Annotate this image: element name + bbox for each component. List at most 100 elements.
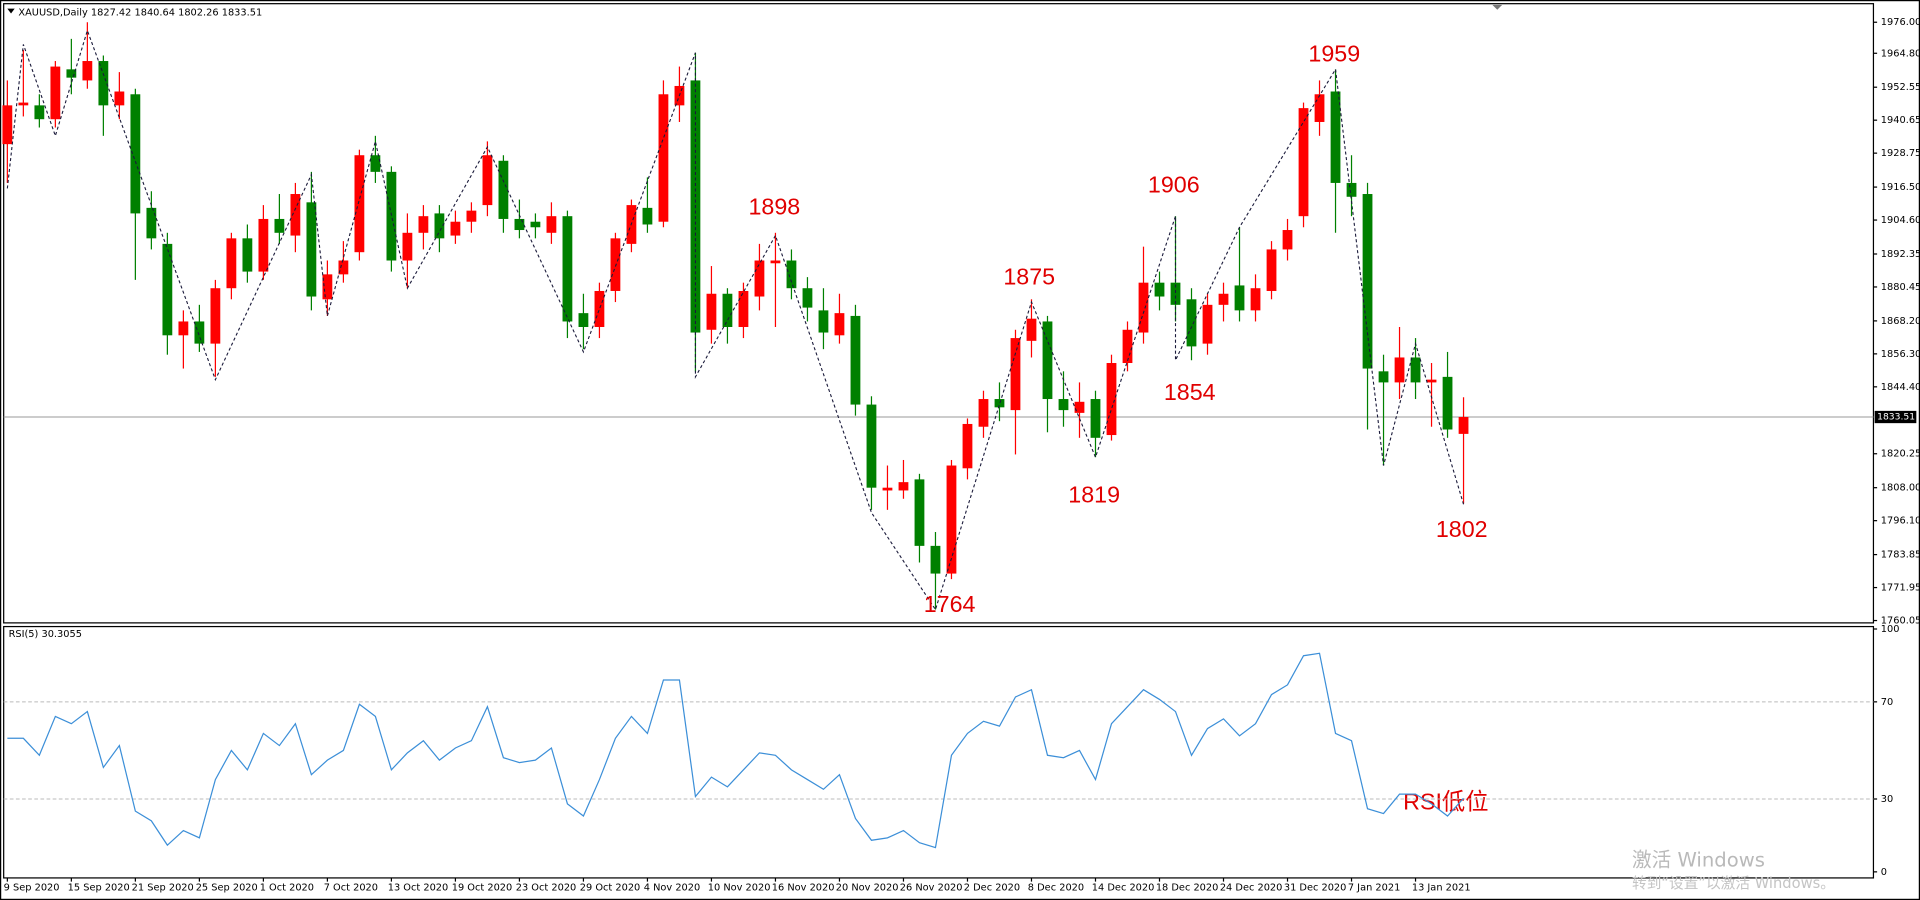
candle-body <box>370 155 381 172</box>
candle-body <box>482 155 493 206</box>
candle-body <box>274 218 285 233</box>
candle-body <box>1122 329 1133 364</box>
x-tick-label: 1 Oct 2020 <box>260 883 314 894</box>
candle-body <box>1394 357 1405 383</box>
candle-body <box>1250 288 1261 311</box>
candle-body <box>242 238 253 272</box>
x-tick-label: 25 Sep 2020 <box>196 883 258 894</box>
candle-body <box>1058 399 1069 411</box>
x-tick-label: 20 Nov 2020 <box>836 883 899 894</box>
candle-body <box>1026 318 1037 341</box>
watermark-title: 激活 Windows <box>1632 848 1765 871</box>
x-tick-label: 7 Oct 2020 <box>324 883 378 894</box>
candle-body <box>386 171 397 261</box>
candle-body <box>1154 282 1165 297</box>
candle-body <box>866 404 877 488</box>
candle-body <box>402 232 413 261</box>
candle-body <box>1298 108 1309 217</box>
candle-body <box>146 207 157 239</box>
y-tick-label: 1892.35 <box>1881 249 1920 260</box>
candle-body <box>594 290 605 327</box>
candle-body <box>882 487 893 491</box>
candle-body <box>1202 304 1213 344</box>
candle-body <box>930 545 941 574</box>
rsi-tick-label: 100 <box>1881 624 1900 635</box>
candle-body <box>658 94 669 222</box>
candle-body <box>498 160 509 219</box>
x-tick-label: 8 Dec 2020 <box>1028 883 1084 894</box>
candle-body <box>1266 249 1277 291</box>
annotation: 1764 <box>924 591 976 617</box>
candle-body <box>1426 379 1437 383</box>
menu-arrow <box>7 8 15 14</box>
symbol-header: XAUUSD,Daily 1827.42 1840.64 1802.26 183… <box>18 7 262 18</box>
x-tick-label: 19 Oct 2020 <box>452 883 513 894</box>
rsi-tick-label: 70 <box>1881 697 1893 708</box>
candle-body <box>2 105 13 145</box>
price-label: 1833.51 <box>1877 412 1915 423</box>
candle-body <box>1314 94 1325 122</box>
rsi-header: RSI(5) 30.3055 <box>9 629 82 640</box>
candle-body <box>258 218 269 272</box>
candle-body <box>130 94 141 214</box>
candle-body <box>1330 91 1341 183</box>
candle-body <box>802 288 813 308</box>
candle-body <box>1106 363 1117 436</box>
rsi-tick-label: 30 <box>1881 794 1893 805</box>
candle-body <box>306 202 317 297</box>
candle-body <box>322 274 333 300</box>
candle-body <box>1138 282 1149 333</box>
candle-body <box>914 479 925 546</box>
candle-body <box>530 221 541 228</box>
x-tick-label: 9 Sep 2020 <box>4 883 60 894</box>
candle-body <box>706 293 717 330</box>
candle-body <box>290 194 301 236</box>
y-tick-label: 1820.25 <box>1881 449 1920 460</box>
x-tick-label: 29 Oct 2020 <box>580 883 641 894</box>
y-tick-label: 1880.45 <box>1881 282 1920 293</box>
candle-body <box>210 288 221 344</box>
rsi-line <box>7 652 1464 849</box>
candle-body <box>466 210 477 222</box>
candle-body <box>722 293 733 327</box>
candle-body <box>562 216 573 322</box>
candle-body <box>418 216 429 233</box>
y-tick-label: 1940.65 <box>1881 115 1920 126</box>
y-tick-label: 1964.80 <box>1881 48 1920 59</box>
x-tick-label: 10 Nov 2020 <box>708 883 771 894</box>
candle-body <box>1218 293 1229 305</box>
candle-body <box>770 260 781 264</box>
candle-body <box>354 155 365 253</box>
x-tick-label: 13 Oct 2020 <box>388 883 449 894</box>
x-tick-label: 15 Sep 2020 <box>68 883 130 894</box>
x-tick-label: 24 Dec 2020 <box>1220 883 1283 894</box>
annotation: 1819 <box>1068 482 1120 508</box>
candle-body <box>338 260 349 275</box>
candle-body <box>1378 371 1389 383</box>
candle-body <box>786 260 797 289</box>
x-tick-label: 26 Nov 2020 <box>900 883 963 894</box>
candle-body <box>226 238 237 289</box>
y-tick-label: 1868.20 <box>1881 316 1920 327</box>
x-tick-label: 23 Oct 2020 <box>516 883 577 894</box>
price-label-bg <box>1874 410 1917 424</box>
candle-body <box>978 399 989 427</box>
annotation: 1854 <box>1164 379 1216 405</box>
candle-body <box>738 290 749 327</box>
annotation: 1802 <box>1436 516 1488 542</box>
candle-body <box>994 399 1005 408</box>
x-tick-label: 14 Dec 2020 <box>1092 883 1155 894</box>
y-tick-label: 1808.00 <box>1881 483 1920 494</box>
candle-body <box>1410 357 1421 383</box>
candle-body <box>194 321 205 344</box>
y-tick-label: 1783.85 <box>1881 550 1920 561</box>
candle-body <box>962 423 973 469</box>
candle-body <box>1346 182 1357 197</box>
watermark-subtitle: 转到“设置”以激活 Windows。 <box>1632 875 1835 892</box>
candle-body <box>850 315 861 405</box>
annotation: RSI低位 <box>1403 788 1488 814</box>
candle-body <box>610 238 621 291</box>
